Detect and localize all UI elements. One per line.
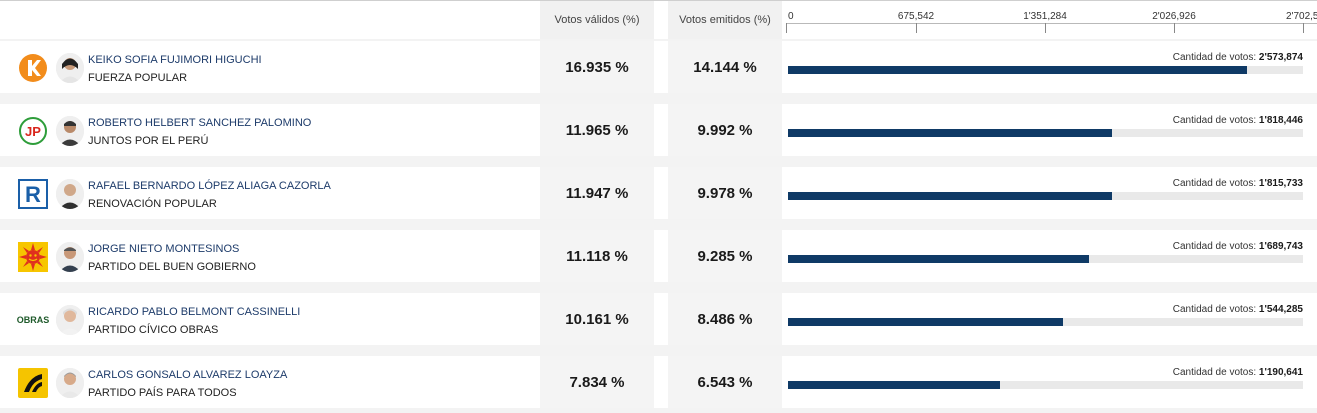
fuerza-popular-logo (18, 53, 48, 83)
candidate-photo (56, 242, 84, 272)
candidate-row: OBRAS RICARDO PABLO BELMONT CASSINELLI P… (0, 293, 1317, 345)
valid-votes-percent: 11.118 % (540, 230, 654, 282)
party-name: PARTIDO DEL BUEN GOBIERNO (88, 261, 256, 273)
pais-para-todos-logo (18, 368, 48, 398)
vote-count-label: Cantidad de votos: (1172, 241, 1257, 252)
vote-bar-track (788, 318, 1303, 326)
vote-count-label: Cantidad de votos: (1172, 304, 1257, 315)
axis-line (786, 23, 1317, 24)
emitted-votes-percent: 9.285 % (668, 230, 782, 282)
vote-bar (788, 66, 1248, 74)
axis-tick (1303, 23, 1304, 33)
axis-tick-label: 2'702,56 (1286, 11, 1317, 22)
vote-count-label: Cantidad de votos: (1172, 178, 1257, 189)
svg-text:JP: JP (25, 124, 41, 139)
vote-bar (788, 192, 1112, 200)
vote-count-value: 1'815,733 (1258, 178, 1303, 189)
candidate-photo (56, 53, 84, 83)
juntos-por-el-peru-logo: JP (18, 116, 48, 146)
candidate-row: JORGE NIETO MONTESINOS PARTIDO DEL BUEN … (0, 230, 1317, 282)
vote-bar-track (788, 381, 1303, 389)
vote-count-value: 1'689,743 (1258, 241, 1303, 252)
vote-bar-track (788, 192, 1303, 200)
candidate-row: JP ROBERTO HELBERT SANCHEZ PALOMINO JUNT… (0, 104, 1317, 156)
emitted-votes-percent: 14.144 % (668, 41, 782, 93)
candidate-photo (56, 368, 84, 398)
buen-gobierno-logo (18, 242, 48, 272)
axis-tick (1174, 23, 1175, 33)
vote-count-value: 1'190,641 (1258, 367, 1303, 378)
vote-count: Cantidad de votos: 1'544,285 (1173, 304, 1303, 315)
candidate-name[interactable]: RICARDO PABLO BELMONT CASSINELLI (88, 306, 301, 318)
candidate-row: KEIKO SOFIA FUJIMORI HIGUCHI FUERZA POPU… (0, 41, 1317, 93)
party-name: JUNTOS POR EL PERÚ (88, 135, 209, 147)
valid-votes-percent: 11.965 % (540, 104, 654, 156)
vote-count-value: 2'573,874 (1258, 52, 1303, 63)
vote-count-value: 1'818,446 (1258, 115, 1303, 126)
valid-votes-percent: 10.161 % (540, 293, 654, 345)
emitted-votes-percent: 6.543 % (668, 356, 782, 408)
svg-text:R: R (25, 182, 41, 207)
candidate-name[interactable]: ROBERTO HELBERT SANCHEZ PALOMINO (88, 117, 312, 129)
emitted-votes-header[interactable]: Votos emitidos (%) (668, 1, 782, 39)
candidate-name[interactable]: CARLOS GONSALO ALVAREZ LOAYZA (88, 369, 288, 381)
axis-tick-label: 0 (788, 11, 794, 22)
valid-votes-percent: 7.834 % (540, 356, 654, 408)
vote-bar-track (788, 129, 1303, 137)
axis-tick (916, 23, 917, 33)
party-name: PARTIDO PAÍS PARA TODOS (88, 387, 237, 399)
vote-bar (788, 318, 1064, 326)
results-header: Votos válidos (%) Votos emitidos (%) 0 6… (0, 0, 1317, 39)
party-name: FUERZA POPULAR (88, 72, 188, 84)
vote-count: Cantidad de votos: 1'689,743 (1173, 241, 1303, 252)
vote-count: Cantidad de votos: 1'190,641 (1173, 367, 1303, 378)
party-name: PARTIDO CÍVICO OBRAS (88, 324, 219, 336)
candidate-photo (56, 116, 84, 146)
candidate-photo (56, 305, 84, 335)
renovacion-popular-logo: R (18, 179, 48, 209)
vote-count: Cantidad de votos: 1'818,446 (1173, 115, 1303, 126)
valid-votes-percent: 16.935 % (540, 41, 654, 93)
emitted-votes-percent: 9.978 % (668, 167, 782, 219)
candidate-row: CARLOS GONSALO ALVAREZ LOAYZA PARTIDO PA… (0, 356, 1317, 408)
vote-bar (788, 381, 1001, 389)
vote-count: Cantidad de votos: 2'573,874 (1173, 52, 1303, 63)
candidate-photo (56, 179, 84, 209)
vote-count: Cantidad de votos: 1'815,733 (1173, 178, 1303, 189)
valid-votes-header[interactable]: Votos válidos (%) (540, 1, 654, 39)
candidate-name[interactable]: JORGE NIETO MONTESINOS (88, 243, 240, 255)
axis-tick-label: 2'026,926 (1152, 11, 1196, 22)
vote-axis: 0 675,542 1'351,284 2'026,926 2'702,56 (786, 1, 1317, 39)
axis-tick (1045, 23, 1046, 33)
candidate-name[interactable]: KEIKO SOFIA FUJIMORI HIGUCHI (88, 54, 262, 66)
axis-tick (786, 23, 787, 33)
candidate-name[interactable]: RAFAEL BERNARDO LÓPEZ ALIAGA CAZORLA (88, 180, 331, 192)
vote-count-value: 1'544,285 (1258, 304, 1303, 315)
axis-tick-label: 675,542 (897, 11, 935, 22)
valid-votes-percent: 11.947 % (540, 167, 654, 219)
vote-bar-track (788, 255, 1303, 263)
obras-logo: OBRAS (16, 305, 50, 335)
emitted-votes-percent: 9.992 % (668, 104, 782, 156)
vote-count-label: Cantidad de votos: (1172, 115, 1257, 126)
emitted-votes-percent: 8.486 % (668, 293, 782, 345)
vote-count-label: Cantidad de votos: (1172, 367, 1257, 378)
vote-count-label: Cantidad de votos: (1172, 52, 1257, 63)
party-name: RENOVACIÓN POPULAR (88, 198, 217, 210)
candidate-row: R RAFAEL BERNARDO LÓPEZ ALIAGA CAZORLA R… (0, 167, 1317, 219)
obras-logo-text: OBRAS (16, 315, 50, 325)
vote-bar (788, 255, 1090, 263)
axis-tick-label: 1'351,284 (1023, 11, 1067, 22)
vote-bar-track (788, 66, 1303, 74)
vote-bar (788, 129, 1113, 137)
